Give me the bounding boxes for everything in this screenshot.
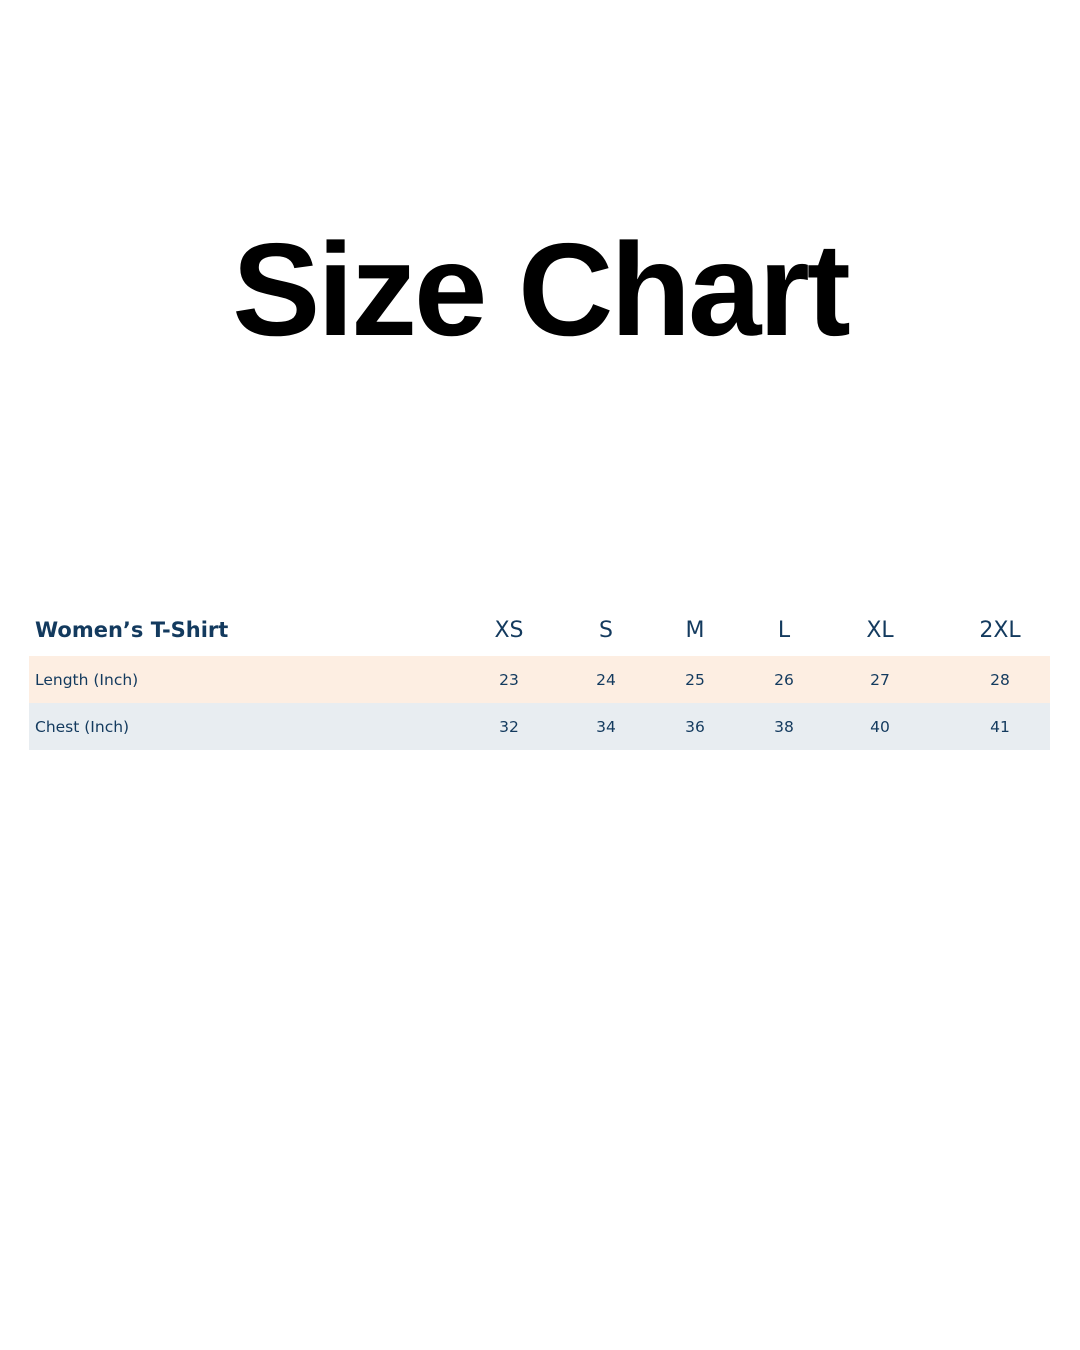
size-table: Women’s T-Shirt XS S M L XL 2XL Length (… [29, 604, 1050, 750]
table-cell: 24 [596, 670, 616, 689]
table-cell: 27 [870, 670, 890, 689]
row-label: Chest (Inch) [35, 717, 130, 736]
table-header-label: Women’s T-Shirt [35, 618, 229, 642]
table-row: Length (Inch) 23 24 25 26 27 28 [29, 656, 1050, 703]
size-header: XS [494, 617, 524, 643]
table-cell: 32 [499, 717, 519, 736]
table-cell: 38 [774, 717, 794, 736]
table-cell: 28 [990, 670, 1010, 689]
table-header-row: Women’s T-Shirt XS S M L XL 2XL [29, 604, 1050, 656]
table-cell: 25 [685, 670, 705, 689]
size-header: M [685, 617, 705, 643]
size-header: 2XL [979, 617, 1021, 643]
table-cell: 26 [774, 670, 794, 689]
row-label: Length (Inch) [35, 670, 139, 689]
table-row: Chest (Inch) 32 34 36 38 40 41 [29, 703, 1050, 750]
table-cell: 36 [685, 717, 705, 736]
table-cell: 23 [499, 670, 519, 689]
size-header: L [777, 617, 791, 643]
table-cell: 34 [596, 717, 616, 736]
table-cell: 40 [870, 717, 890, 736]
table-cell: 41 [990, 717, 1010, 736]
size-header: S [599, 617, 613, 643]
size-header: XL [866, 617, 894, 643]
page-title: Size Chart [232, 216, 851, 363]
